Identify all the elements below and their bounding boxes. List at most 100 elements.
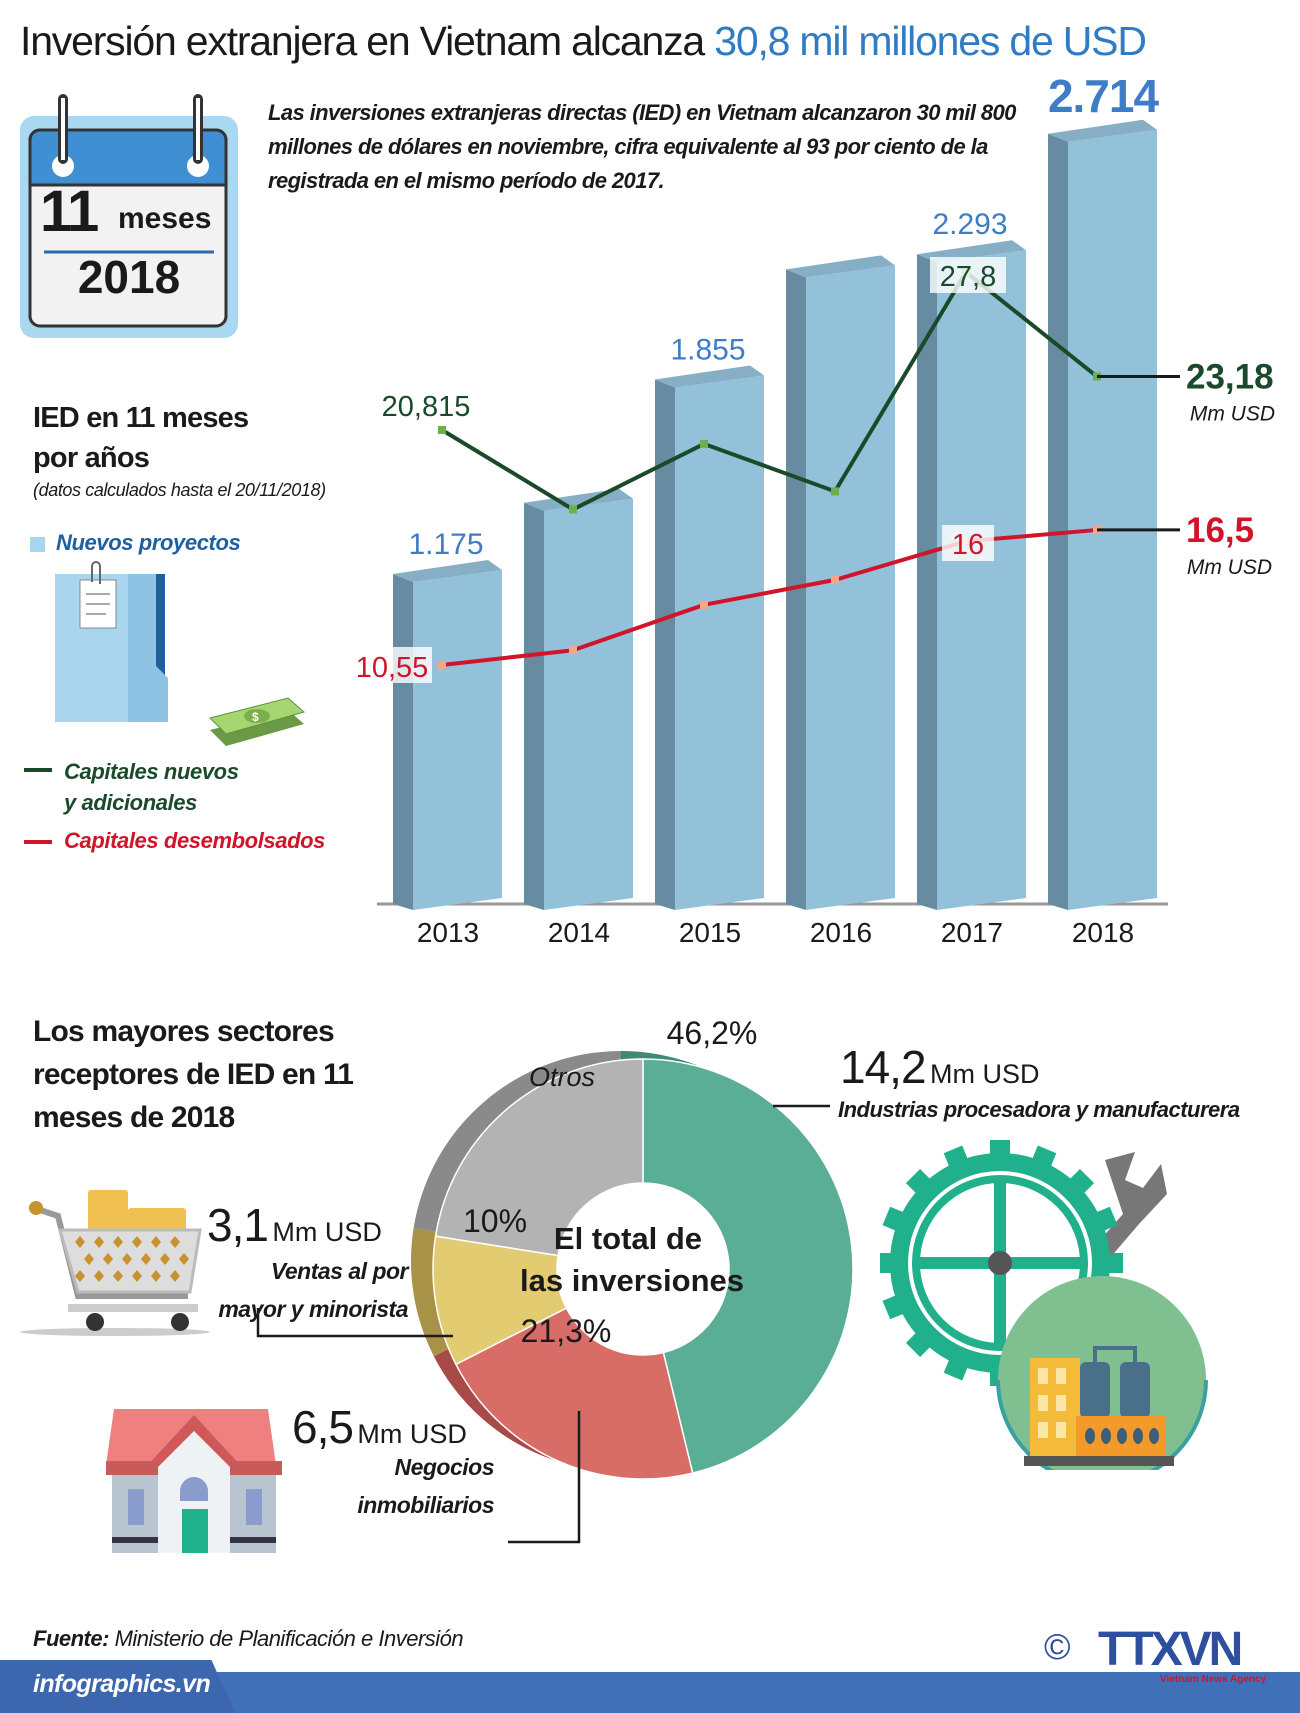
green-point (438, 426, 446, 434)
bar-side (393, 573, 413, 910)
cart-mesh-dot (132, 1270, 142, 1282)
realestate-value: 6,5 Mm USD (292, 1400, 467, 1454)
gear-tooth (1085, 1206, 1118, 1236)
cart-mesh-dot (94, 1270, 104, 1282)
cart-mesh-dot (75, 1270, 85, 1282)
bar-side (655, 379, 675, 911)
legend-green-label: Capitales nuevos y adicionales (64, 756, 239, 818)
green-value-label: 20,815 (382, 391, 471, 423)
red-end-label: 16,5 (1186, 511, 1254, 550)
donut-hole (557, 1183, 729, 1355)
x-tick-label: 2013 (417, 917, 479, 948)
money-stack-icon: $ (209, 697, 306, 746)
green-value-label: 27,8 (940, 261, 996, 293)
gear-tooth (1097, 1253, 1123, 1273)
svg-text:$: $ (252, 710, 259, 724)
realestate-name-line1: Negocios (394, 1454, 494, 1480)
bar-side (1048, 133, 1068, 910)
gear-tooth (905, 1168, 939, 1202)
bar-value-label: 2.293 (932, 208, 1007, 241)
calendar-badge: 11 meses 2018 (18, 80, 240, 340)
x-tick-label: 2014 (548, 917, 610, 948)
sectors-heading-line1: Los mayores sectores (33, 1015, 335, 1048)
green-point (700, 439, 708, 448)
bar-front (413, 569, 502, 910)
red-label-box (942, 525, 994, 561)
donut-slice-label: 10% (463, 1203, 527, 1239)
red-point (700, 600, 708, 609)
legend-green-line2: y adicionales (64, 790, 197, 815)
calendar-year: 2018 (77, 251, 181, 303)
red-label-box (350, 647, 432, 683)
bar-value-label: 1.175 (408, 528, 483, 561)
chart-heading-line1: IED en 11 meses (33, 402, 249, 434)
gear-tooth (943, 1145, 973, 1178)
bar-2014 (524, 488, 633, 910)
gear-tooth (1027, 1145, 1057, 1178)
bar-top (1048, 119, 1157, 142)
calendar-icon (20, 94, 238, 338)
bar-top (393, 559, 502, 582)
source: Fuente: Ministerio de Planificación e In… (33, 1626, 464, 1652)
house-icon (106, 1409, 282, 1553)
page-title: Inversión extranjera en Vietnam alcanza … (20, 18, 1147, 65)
green-point (831, 487, 839, 496)
bar-side (524, 502, 544, 910)
gear-tooth (905, 1324, 939, 1358)
realestate-leader-line (508, 1411, 581, 1544)
bar-value-label: 2.714 (1048, 70, 1160, 122)
cart-mesh-dot (151, 1236, 161, 1248)
shopping-cart-icon (20, 1190, 210, 1336)
retail-name-line2: mayor y minorista (218, 1296, 408, 1322)
retail-name-line1: Ventas al por (270, 1258, 409, 1284)
retail-name: Ventas al por mayor y minorista (218, 1252, 408, 1328)
folder-documents-icon: $ (55, 561, 306, 746)
legend-line-icons (24, 768, 52, 844)
cart-mesh-dot (113, 1270, 123, 1282)
x-tick-label: 2018 (1072, 917, 1134, 948)
bar-front (1068, 129, 1157, 910)
x-tick-label: 2017 (941, 917, 1003, 948)
cart-mesh-dot (141, 1253, 151, 1265)
donut-center-label: las inversiones (520, 1263, 744, 1298)
retail-value: 3,1 Mm USD (207, 1198, 382, 1252)
bar-side (917, 254, 937, 910)
bar-2018 (1048, 119, 1157, 910)
bar-2017 (917, 240, 1026, 910)
calendar-unit: meses (118, 202, 212, 235)
retail-amount: 3,1 (207, 1199, 269, 1251)
red-value-label: 16 (952, 529, 984, 561)
realestate-amount: 6,5 (292, 1401, 354, 1453)
cart-mesh-dot (103, 1253, 113, 1265)
bar-line-chart: 2013 1.175 2014 2015 1.855 2016 2017 2.293 2018 2… (350, 69, 1275, 948)
cart-mesh-dot (179, 1253, 189, 1265)
sectors-heading-line2: receptores de IED en 11 (33, 1058, 354, 1091)
bar-front (806, 265, 895, 910)
ttxvn-logo: TTXVN (1098, 1623, 1243, 1676)
ttxvn-logo-subtitle: Vietnam News Agency (1160, 1674, 1267, 1685)
red-point (831, 575, 839, 584)
cart-mesh-dot (122, 1253, 132, 1265)
site-link[interactable]: infographics.vn (33, 1670, 211, 1698)
bar-front (675, 375, 764, 911)
realestate-unit: Mm USD (357, 1419, 467, 1449)
legend-bars-label: Nuevos proyectos (56, 530, 241, 555)
gear-tooth (943, 1348, 973, 1381)
industry-value: 14,2 Mm USD (840, 1040, 1039, 1094)
gear-wrench-factory-icon (880, 1140, 1208, 1470)
sectors-heading-line3: meses de 2018 (33, 1101, 235, 1134)
title-highlight: 30,8 mil millones de USD (714, 18, 1147, 64)
cart-mesh-dot (151, 1270, 161, 1282)
chart-heading-line2: por años (33, 442, 150, 474)
donut-center-label: El total de (554, 1221, 702, 1256)
cart-mesh-dot (132, 1236, 142, 1248)
source-label: Fuente: (33, 1626, 109, 1651)
cart-mesh-dot (170, 1236, 180, 1248)
industry-unit: Mm USD (929, 1059, 1040, 1089)
realestate-name-line2: inmobiliarios (357, 1492, 494, 1518)
legend-green-line1: Capitales nuevos (64, 759, 239, 784)
bar-top (917, 240, 1026, 263)
realestate-name: Negocios inmobiliarios (357, 1448, 494, 1524)
bar-2016 (786, 255, 895, 910)
donut-slice-label: 46,2% (667, 1015, 758, 1051)
